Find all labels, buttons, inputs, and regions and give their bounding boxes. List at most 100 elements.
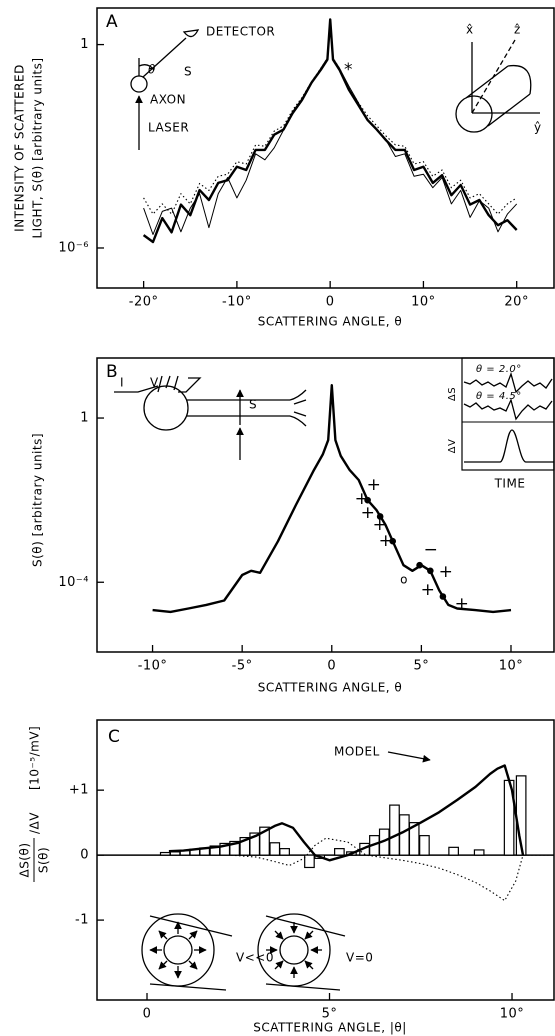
marker <box>364 496 371 504</box>
annotation: − <box>424 540 439 560</box>
data-line <box>142 18 518 244</box>
inset-trace <box>463 398 553 421</box>
bar <box>229 840 240 856</box>
bar <box>269 842 281 856</box>
annotation: + <box>421 580 436 600</box>
x-tick-label: 10° <box>499 659 524 674</box>
data-line <box>152 384 512 614</box>
membrane-icon <box>257 913 346 991</box>
x-tick-label: 5° <box>322 1007 338 1022</box>
annotation: ΔV <box>447 439 458 454</box>
y-label-denominator: S(θ) <box>37 847 51 873</box>
x-axis-label: SCATTERING ANGLE, θ <box>258 315 403 329</box>
bar <box>408 822 420 856</box>
inset-pulse <box>464 429 554 463</box>
y-tick-label: 1 <box>80 411 89 426</box>
cylinder-edge <box>487 93 531 127</box>
y-tick-label: 10⁻⁴ <box>58 575 89 590</box>
y-label-unit: [10⁻⁵/mV] <box>28 726 42 790</box>
data-line <box>143 18 517 215</box>
x-tick-label: -20° <box>129 295 159 310</box>
cylinder-end <box>455 95 493 133</box>
annotation: + <box>361 503 376 523</box>
bar <box>304 854 315 869</box>
detector-icon <box>182 29 200 38</box>
plot-frame <box>96 719 555 1001</box>
bar <box>398 814 410 856</box>
y-tick-label: 1 <box>80 37 89 52</box>
y-axis-label: S(θ) [arbitrary units] <box>31 433 45 567</box>
bar <box>279 848 290 856</box>
bar <box>159 851 171 856</box>
y-axis-label: LIGHT, S(θ) [arbitrary units] <box>31 57 45 238</box>
x-tick-label: 0 <box>143 1007 152 1022</box>
annotation: θ = 2.0° <box>476 364 522 375</box>
model-arrow <box>387 751 431 763</box>
cylinder-edge <box>465 65 509 99</box>
annotation: θ = 4.5° <box>476 391 522 402</box>
annotation: + <box>455 594 470 614</box>
plot-frame <box>96 7 555 289</box>
marker <box>427 567 434 575</box>
inset-trace <box>463 371 553 394</box>
annotation: AXON <box>150 93 186 107</box>
panel-letter: B <box>106 362 118 382</box>
data-line <box>168 764 525 862</box>
annotation: LASER <box>148 121 189 135</box>
x-axis-label: SCATTERING ANGLE, θ <box>258 681 403 695</box>
annotation: I <box>120 376 124 390</box>
annotation: o <box>400 573 408 587</box>
axon-branch <box>289 389 307 427</box>
y-tick-label: +1 <box>69 783 89 798</box>
x-tick-label: -5° <box>232 659 253 674</box>
annotation: ẑ <box>514 23 521 37</box>
y-axis-label: INTENSITY OF SCATTERED <box>13 64 27 232</box>
x-tick-label: 0 <box>326 295 335 310</box>
x-tick-label: 10° <box>411 295 436 310</box>
data-line <box>230 837 549 902</box>
scatter-ray <box>142 37 187 78</box>
cylinder-cap <box>507 64 532 95</box>
marker <box>389 537 397 545</box>
bar <box>169 851 181 856</box>
axon-icon <box>130 75 148 93</box>
marker <box>376 513 384 520</box>
bar <box>448 846 459 856</box>
annotation: V=0 <box>346 951 373 965</box>
panel-letter: A <box>106 12 118 32</box>
marker <box>416 561 423 569</box>
x-tick-label: 20° <box>504 295 529 310</box>
x-tick-label: 0 <box>327 659 336 674</box>
annotation: S <box>249 398 257 412</box>
x-tick-label: 5° <box>413 659 429 674</box>
marker <box>439 593 447 600</box>
bar <box>473 849 485 856</box>
bar <box>259 826 270 856</box>
annotation: DETECTOR <box>206 25 275 39</box>
plot-frame <box>96 357 555 653</box>
angle-arc <box>138 64 155 71</box>
annotation: S <box>184 65 192 79</box>
annotation: + <box>367 475 382 495</box>
membrane-icon <box>141 913 233 991</box>
bar <box>419 835 430 856</box>
bar <box>334 848 345 856</box>
x-axis-label: SCATTERING ANGLE, |θ| <box>253 1021 407 1035</box>
x-tick-label: 10° <box>500 1007 525 1022</box>
annotation: ΔS <box>447 387 458 401</box>
y-tick-label: 10⁻⁶ <box>58 240 89 255</box>
annotation: MODEL <box>334 745 380 759</box>
bar <box>389 804 400 856</box>
annotation: x̂ <box>466 23 474 37</box>
x-tick-label: -10° <box>222 295 252 310</box>
annotation: V <box>150 376 159 390</box>
y-label-divisor: /ΔV <box>28 812 42 834</box>
annotation: V<<0 <box>236 951 274 965</box>
x-tick-label: -10° <box>138 659 168 674</box>
annotation: TIME <box>494 477 526 491</box>
electrodes <box>114 375 202 393</box>
annotation: ŷ <box>534 121 542 135</box>
annotation: * <box>344 60 353 80</box>
panel-letter: C <box>108 727 120 747</box>
